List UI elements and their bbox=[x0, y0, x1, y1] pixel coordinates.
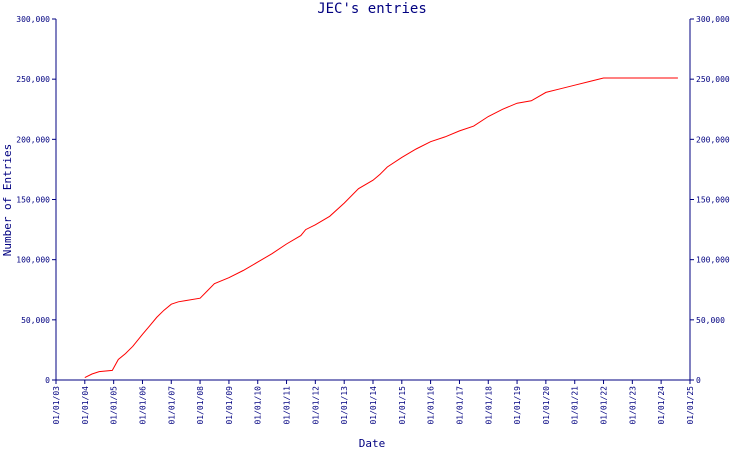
x-tick-label: 01/01/12 bbox=[311, 386, 320, 425]
x-tick-label: 01/01/18 bbox=[484, 386, 493, 425]
x-tick-label: 01/01/06 bbox=[138, 386, 147, 425]
y-tick-label-left: 200,000 bbox=[16, 135, 50, 144]
y-axis-right: 0 50,000 100,000 150,000 200,000 250,000 300,0… bbox=[690, 15, 730, 385]
y-tick-label-right: 50,000 bbox=[696, 316, 725, 325]
x-tick-label: 01/01/07 bbox=[167, 386, 176, 425]
x-tick-label: 01/01/11 bbox=[283, 386, 292, 425]
x-tick-label: 01/01/23 bbox=[628, 386, 637, 425]
x-tick-label: 01/01/04 bbox=[81, 386, 90, 425]
y-tick-label-right: 150,000 bbox=[696, 196, 730, 205]
y-tick-label-left: 300,000 bbox=[16, 15, 50, 24]
x-tick-label: 01/01/14 bbox=[369, 386, 378, 425]
y-axis-left: 0 50,000 100,000 150,000 200,000 250,000 300,0… bbox=[16, 15, 56, 385]
series-line bbox=[84, 77, 678, 379]
y-tick-label-left: 250,000 bbox=[16, 75, 50, 84]
x-tick-label: 01/01/22 bbox=[600, 386, 609, 425]
chart-title: JEC's entries bbox=[317, 1, 427, 17]
x-tick-label: 01/01/10 bbox=[254, 386, 263, 425]
axes bbox=[55, 19, 691, 381]
x-tick-label: 01/01/19 bbox=[513, 386, 522, 425]
y-tick-label-left: 50,000 bbox=[21, 316, 50, 325]
x-tick-label: 01/01/09 bbox=[225, 386, 234, 425]
series-group bbox=[84, 77, 678, 379]
x-tick-label: 01/01/24 bbox=[657, 386, 666, 425]
x-tick-label: 01/01/20 bbox=[542, 386, 551, 425]
x-tick-label: 01/01/08 bbox=[196, 386, 205, 425]
x-axis-label: Date bbox=[359, 437, 386, 450]
y-tick-label-right: 200,000 bbox=[696, 135, 730, 144]
x-tick-label: 01/01/15 bbox=[398, 386, 407, 425]
y-tick-label-right: 100,000 bbox=[696, 256, 730, 265]
y-tick-label-left: 150,000 bbox=[16, 196, 50, 205]
y-tick-label-left: 0 bbox=[45, 376, 50, 385]
x-tick-label: 01/01/17 bbox=[455, 386, 464, 425]
x-tick-label: 01/01/13 bbox=[340, 386, 349, 425]
x-tick-label: 01/01/05 bbox=[110, 386, 119, 425]
x-tick-label: 01/01/16 bbox=[427, 386, 436, 425]
y-tick-label-left: 100,000 bbox=[16, 256, 50, 265]
x-axis: 01/01/03 01/01/04 01/01/05 01/01/06 01/01/07… bbox=[52, 380, 695, 425]
y-tick-label-right: 300,000 bbox=[696, 15, 730, 24]
x-tick-label: 01/01/25 bbox=[686, 386, 695, 425]
y-axis-label: Number of Entries bbox=[1, 144, 14, 257]
y-tick-label-right: 250,000 bbox=[696, 75, 730, 84]
x-tick-label: 01/01/03 bbox=[52, 386, 61, 425]
y-tick-label-right: 0 bbox=[696, 376, 701, 385]
x-tick-label: 01/01/21 bbox=[571, 386, 580, 425]
